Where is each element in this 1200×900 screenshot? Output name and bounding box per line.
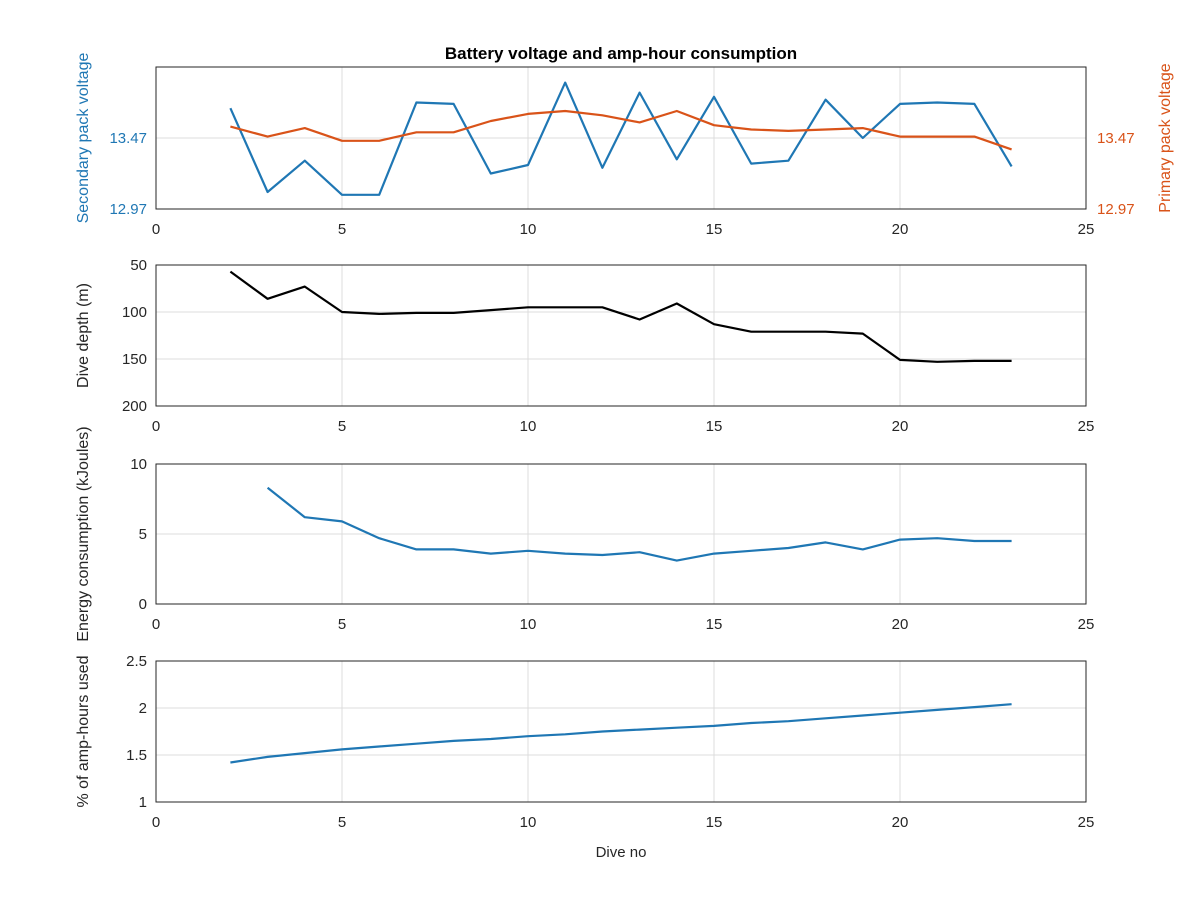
x-tick-label: 10 <box>520 221 537 238</box>
chart-title: Battery voltage and amp-hour consumption <box>445 44 797 63</box>
y-tick-label: 100 <box>122 304 147 321</box>
y-axis-label: % of amp-hours used <box>75 655 92 807</box>
y-tick-label: 200 <box>122 398 147 415</box>
x-tick-label: 5 <box>338 418 346 435</box>
energy-series-line-0 <box>266 486 1012 562</box>
x-tick-label: 25 <box>1078 814 1095 831</box>
y-tick-label: 12.97 <box>109 201 147 218</box>
y-axis-label: Dive depth (m) <box>75 283 92 388</box>
y-right-tick-label: 13.47 <box>1097 130 1135 147</box>
y-axis-label: Energy consumption (kJoules) <box>75 426 92 641</box>
y-tick-label: 5 <box>139 526 147 543</box>
y-right-axis-label: Primary pack voltage <box>1157 63 1174 212</box>
axes-frame <box>155 264 1087 407</box>
x-tick-label: 15 <box>706 616 723 633</box>
y-tick-label: 13.47 <box>109 130 147 147</box>
x-tick-label: 5 <box>338 616 346 633</box>
y-tick-label: 10 <box>130 456 147 473</box>
depth-panel: 0 5 10 15 20 25 50 100 150 200 Dive depth (m) <box>75 257 1094 435</box>
x-tick-label: 0 <box>152 221 160 238</box>
x-tick-label: 0 <box>152 814 160 831</box>
x-tick-label: 20 <box>892 418 909 435</box>
axes-frame <box>155 463 1087 605</box>
x-tick-label: 0 <box>152 418 160 435</box>
y-tick-label: 1.5 <box>126 747 147 764</box>
x-tick-label: 10 <box>520 814 537 831</box>
y-tick-label: 2 <box>139 700 147 717</box>
depth-series-line-0 <box>229 270 1012 363</box>
x-tick-label: 10 <box>520 418 537 435</box>
x-tick-label: 5 <box>338 221 346 238</box>
y-tick-label: 2.5 <box>126 653 147 670</box>
y-tick-label: 50 <box>130 257 147 274</box>
x-tick-label: 10 <box>520 616 537 633</box>
axes-frame <box>155 660 1087 803</box>
x-tick-label: 25 <box>1078 616 1095 633</box>
x-tick-label: 25 <box>1078 221 1095 238</box>
x-axis-label: Dive no <box>596 844 647 861</box>
y-axis-label: Secondary pack voltage <box>75 53 92 224</box>
x-tick-label: 5 <box>338 814 346 831</box>
x-tick-label: 0 <box>152 616 160 633</box>
voltage-series-line-right <box>230 109 1012 151</box>
voltage-series-line-left <box>229 81 1013 196</box>
energy-panel: 0 5 10 15 20 25 0 5 10 Energy consumption (kJoule… <box>75 426 1094 641</box>
y-tick-label: 0 <box>139 596 147 613</box>
y-tick-label: 150 <box>122 351 147 368</box>
y-right-tick-label: 12.97 <box>1097 201 1135 218</box>
axes-frame <box>155 66 1087 210</box>
x-tick-label: 25 <box>1078 418 1095 435</box>
x-tick-label: 15 <box>706 814 723 831</box>
x-tick-label: 15 <box>706 221 723 238</box>
plot-area <box>156 265 1086 406</box>
x-tick-label: 20 <box>892 616 909 633</box>
y-tick-label: 1 <box>139 794 147 811</box>
x-tick-label: 20 <box>892 814 909 831</box>
x-tick-label: 20 <box>892 221 909 238</box>
voltage-panel: 0 5 10 15 20 2512.9713.4712.9713.47Secondary … <box>75 53 1174 238</box>
x-tick-label: 15 <box>706 418 723 435</box>
amphours-series-line-0 <box>230 703 1012 764</box>
amphours-panel: 0 5 10 15 20 25 1 1.5 2 2.5 % of amp-hours used <box>75 653 1094 831</box>
